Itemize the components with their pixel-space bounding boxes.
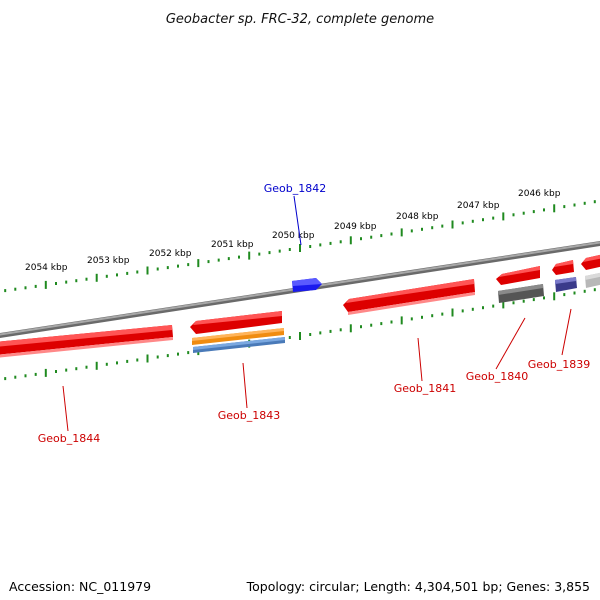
svg-text:Geob_1844: Geob_1844 — [38, 432, 101, 445]
gene-geob-1843[interactable] — [190, 311, 285, 353]
kbp-label: 2048 kbp — [396, 212, 439, 222]
kbp-label: 2050 kbp — [272, 231, 315, 241]
gene-label-geob-1840[interactable]: Geob_1840 — [466, 317, 529, 383]
gene-geob-1844[interactable] — [0, 325, 173, 358]
gene-label-geob-1841[interactable]: Geob_1841 — [394, 337, 457, 395]
kbp-label: 2052 kbp — [149, 249, 192, 259]
gene-geob-1842[interactable] — [292, 278, 322, 292]
gene-geob-1841[interactable] — [343, 279, 475, 315]
gene-label-geob-1839[interactable]: Geob_1839 — [528, 308, 591, 371]
kbp-label: 2053 kbp — [87, 256, 130, 266]
kbp-label: 2049 kbp — [334, 222, 377, 232]
gene-label-geob-1842[interactable]: Geob_1842 — [264, 182, 327, 246]
genome-summary-text: Topology: circular; Length: 4,304,501 bp… — [246, 579, 590, 594]
accession-text: Accession: NC_011979 — [9, 579, 152, 594]
gene-geob-1839[interactable] — [552, 260, 577, 292]
gene-label-geob-1843[interactable]: Geob_1843 — [218, 362, 281, 422]
svg-text:Geob_1842: Geob_1842 — [264, 182, 327, 195]
kbp-label: 2047 kbp — [457, 201, 500, 211]
svg-text:Geob_1840: Geob_1840 — [466, 370, 529, 383]
svg-text:Geob_1841: Geob_1841 — [394, 382, 457, 395]
gene-geob-1840[interactable] — [496, 266, 544, 303]
kbp-label: 2051 kbp — [211, 240, 254, 250]
kbp-scale-labels: 2054 kbp 2053 kbp 2052 kbp 2051 kbp 2050… — [25, 189, 561, 273]
svg-text:Geob_1839: Geob_1839 — [528, 358, 591, 371]
kbp-label: 2046 kbp — [518, 189, 561, 199]
gene-label-geob-1844[interactable]: Geob_1844 — [38, 385, 101, 445]
outer-tick-ruler — [4, 200, 596, 293]
gene-partial-right[interactable] — [581, 254, 600, 288]
svg-text:Geob_1843: Geob_1843 — [218, 409, 281, 422]
kbp-label: 2054 kbp — [25, 263, 68, 273]
map-title: Geobacter sp. FRC-32, complete genome — [166, 12, 434, 27]
